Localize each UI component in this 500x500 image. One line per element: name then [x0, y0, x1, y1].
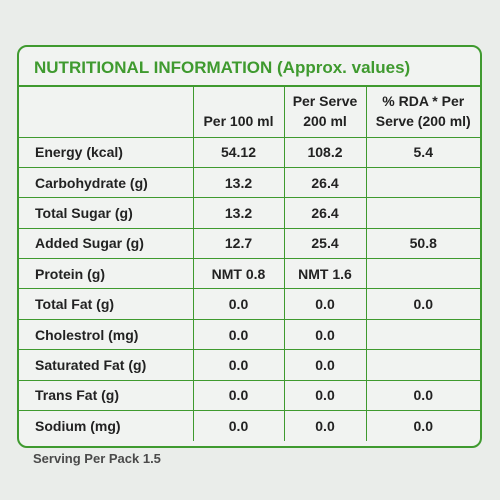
per-100ml-value: 0.0 [192, 318, 285, 351]
table-row: Saturated Fat (g) 0.0 0.0 [19, 349, 480, 381]
header-per-serve: Per Serve 200 ml [283, 87, 367, 138]
per-serve-value: NMT 1.6 [283, 258, 367, 290]
nutrient-label: Cholestrol (mg) [19, 318, 194, 351]
nutrient-label: Total Sugar (g) [19, 197, 194, 229]
per-100ml-value: 0.0 [192, 349, 285, 381]
nutrition-panel: NUTRITIONAL INFORMATION (Approx. values)… [17, 45, 482, 448]
table-row: Total Sugar (g) 13.2 26.4 [19, 197, 480, 229]
per-serve-value: 26.4 [283, 197, 367, 229]
per-100ml-value: 13.2 [192, 166, 285, 199]
per-100ml-value: NMT 0.8 [192, 258, 285, 290]
table-row: Added Sugar (g) 12.7 25.4 50.8 [19, 227, 480, 260]
table-row: Energy (kcal) 54.12 108.2 5.4 [19, 136, 480, 168]
table-row: Protein (g) NMT 0.8 NMT 1.6 [19, 258, 480, 290]
header-nutrient [19, 87, 194, 138]
per-100ml-value: 13.2 [192, 197, 285, 229]
rda-value: 50.8 [365, 227, 480, 260]
per-serve-value: 0.0 [283, 318, 367, 351]
per-serve-value: 0.0 [283, 288, 367, 320]
per-100ml-value: 0.0 [192, 288, 285, 320]
per-serve-value: 0.0 [283, 349, 367, 381]
per-100ml-value: 0.0 [192, 379, 285, 412]
panel-title: NUTRITIONAL INFORMATION (Approx. values) [19, 47, 480, 87]
nutrient-label: Protein (g) [19, 258, 194, 290]
header-per-100ml: Per 100 ml [192, 87, 285, 138]
servings-per-pack: Serving Per Pack 1.5 [33, 451, 161, 466]
nutrient-label: Saturated Fat (g) [19, 349, 194, 381]
per-serve-value: 108.2 [283, 136, 367, 168]
nutrient-label: Added Sugar (g) [19, 227, 194, 260]
per-100ml-value: 12.7 [192, 227, 285, 260]
nutrient-label: Sodium (mg) [19, 410, 194, 441]
rda-value [365, 318, 480, 351]
per-serve-value: 0.0 [283, 410, 367, 441]
rda-value: 0.0 [365, 288, 480, 320]
nutrient-label: Total Fat (g) [19, 288, 194, 320]
per-serve-value: 25.4 [283, 227, 367, 260]
table-header-row: Per 100 ml Per Serve 200 ml % RDA * Per … [19, 87, 480, 138]
table-row: Cholestrol (mg) 0.0 0.0 [19, 318, 480, 351]
table-row: Total Fat (g) 0.0 0.0 0.0 [19, 288, 480, 320]
header-rda: % RDA * Per Serve (200 ml) [365, 87, 480, 138]
rda-value: 0.0 [365, 379, 480, 412]
nutrient-label: Carbohydrate (g) [19, 166, 194, 199]
per-serve-value: 0.0 [283, 379, 367, 412]
table-row: Trans Fat (g) 0.0 0.0 0.0 [19, 379, 480, 412]
nutrition-table: Per 100 ml Per Serve 200 ml % RDA * Per … [19, 87, 480, 441]
rda-value [365, 349, 480, 381]
nutrient-label: Energy (kcal) [19, 136, 194, 168]
rda-value [365, 258, 480, 290]
rda-value [365, 166, 480, 199]
per-100ml-value: 54.12 [192, 136, 285, 168]
rda-value: 5.4 [365, 136, 480, 168]
rda-value: 0.0 [365, 410, 480, 441]
table-row: Sodium (mg) 0.0 0.0 0.0 [19, 410, 480, 441]
table-row: Carbohydrate (g) 13.2 26.4 [19, 166, 480, 199]
per-serve-value: 26.4 [283, 166, 367, 199]
rda-value [365, 197, 480, 229]
nutrient-label: Trans Fat (g) [19, 379, 194, 412]
per-100ml-value: 0.0 [192, 410, 285, 441]
